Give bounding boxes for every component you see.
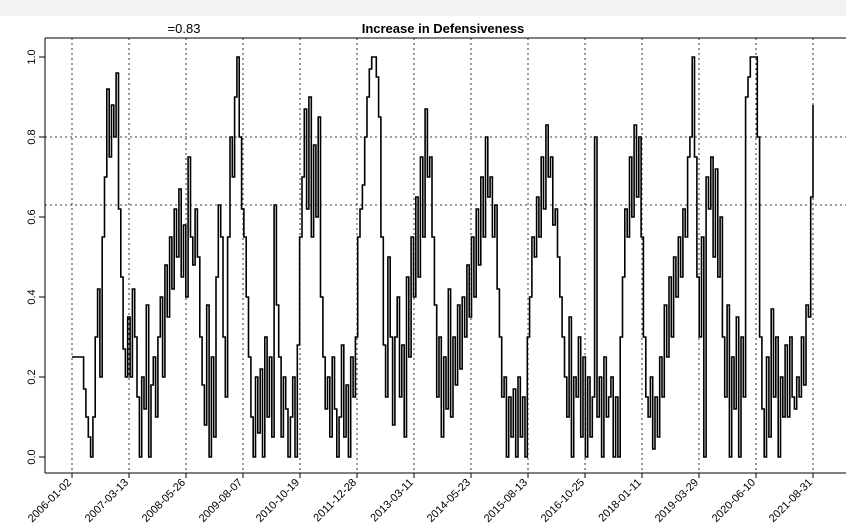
x-tick-label: 2007-03-13 — [83, 477, 131, 525]
chart-series — [72, 56, 814, 458]
y-tick-label: 0.4 — [26, 289, 38, 304]
x-tick-label: 2008-05-26 — [140, 477, 188, 525]
x-tick-label: 2016-10-25 — [539, 477, 587, 525]
x-tick-label: 2018-01-11 — [596, 477, 644, 525]
x-tick-label: 2009-08-07 — [197, 477, 245, 525]
y-tick-label: 0.8 — [26, 129, 38, 144]
x-tick-label: 2020-06-10 — [710, 477, 758, 525]
window-top-strip — [0, 0, 846, 16]
x-tick-label: 2019-03-29 — [653, 477, 701, 525]
series-line — [72, 56, 814, 458]
y-tick-label: 0.2 — [26, 369, 38, 384]
x-tick-label: 2013-03-11 — [368, 477, 416, 525]
x-tick-label: 2015-08-13 — [482, 477, 530, 525]
x-tick-label: 2021-08-31 — [767, 477, 815, 525]
x-tick-label: 2006-01-02 — [26, 477, 74, 525]
x-tick-label: 2010-10-19 — [254, 477, 302, 525]
chart-axes — [39, 37, 846, 478]
chart-annotation: =0.83 — [168, 21, 201, 36]
y-tick-label: 0.0 — [26, 449, 38, 464]
chart-grid — [45, 38, 846, 473]
y-tick-label: 0.6 — [26, 209, 38, 224]
y-tick-label: 1.0 — [26, 49, 38, 64]
x-tick-label: 2011-12-28 — [311, 477, 359, 525]
x-tick-label: 2014-05-23 — [425, 477, 473, 525]
chart-title: Increase in Defensiveness — [362, 21, 525, 36]
